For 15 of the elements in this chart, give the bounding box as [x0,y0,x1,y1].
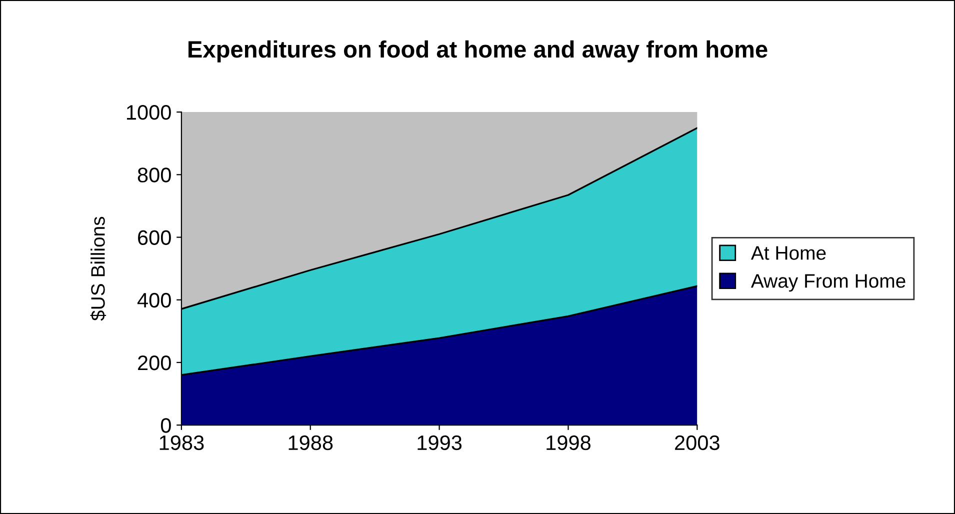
x-tick-label: 1983 [160,435,204,450]
chart-title: Expenditures on food at home and away from home [188,40,768,62]
y-tick-label: 800 [138,168,171,182]
x-tick-label: 1993 [418,435,462,450]
y-tick-label: 200 [138,355,171,370]
legend-label: Away From Home [750,274,906,292]
x-tick-label: 1988 [288,435,333,450]
x-tick-label: 2003 [675,435,720,450]
y-tick-label: 0 [160,418,171,433]
y-tick-label: 600 [138,230,171,246]
y-tick-label: 400 [137,292,171,308]
legend-label: At Home [750,246,826,260]
y-axis-title: $US Billions [90,216,106,321]
y-tick-label: 1000 [126,105,171,120]
x-tick-label: 1998 [546,435,590,450]
